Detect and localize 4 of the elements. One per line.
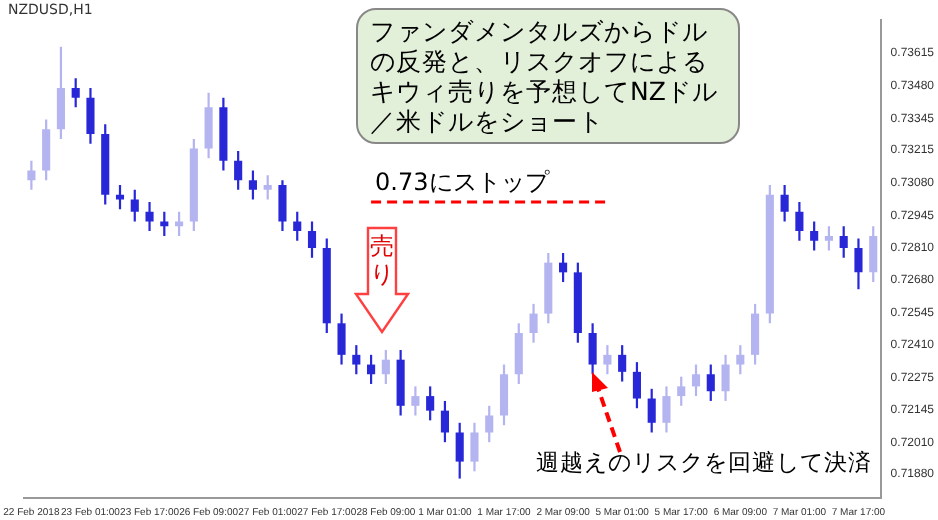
annotation: 週越えのリスクを回避して決済 <box>536 448 872 476</box>
annotation: ファンダメンタルズからドルの反発と、リスクオフによるキウィ売りを予想してNZドル／米ドルをショート <box>356 8 740 144</box>
annotation: 売り <box>368 232 396 288</box>
ref-line-label: 0.73にストップ <box>375 168 551 197</box>
